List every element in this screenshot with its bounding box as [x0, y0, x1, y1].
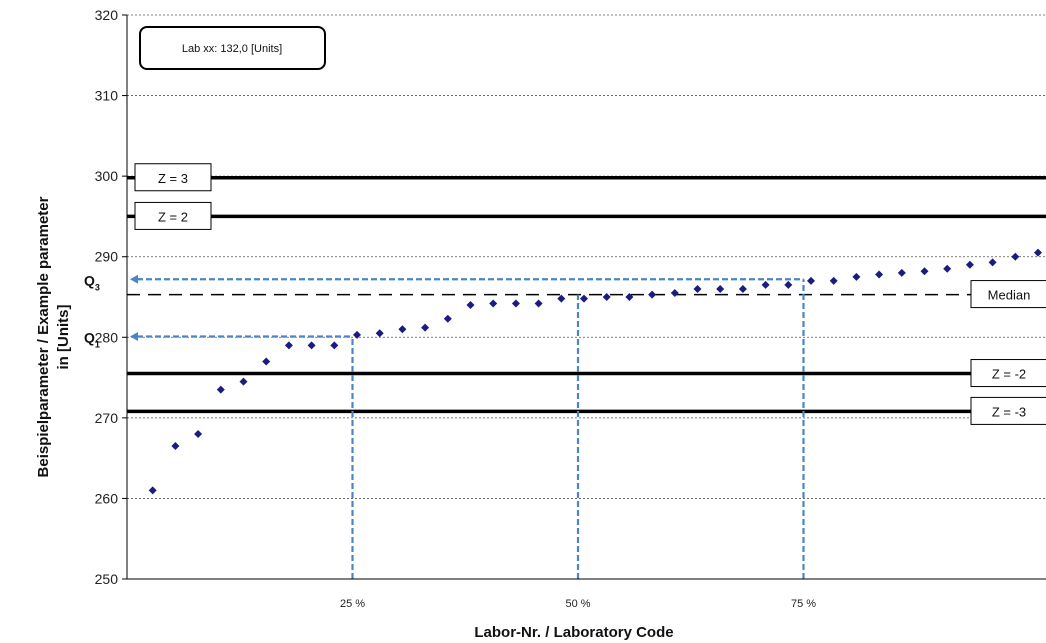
lab-box-text: Lab xx: 132,0 [Units] [182, 43, 282, 55]
x-percent-label: 75 % [791, 598, 816, 610]
data-point [875, 270, 884, 279]
reference-label-box: Median [970, 280, 1046, 309]
data-point [489, 299, 498, 308]
data-point [421, 323, 430, 332]
data-point [716, 284, 725, 293]
data-point [511, 299, 520, 308]
reference-label-text: Z = 2 [158, 209, 188, 224]
y-tick-label: 310 [95, 88, 119, 104]
data-point [148, 486, 157, 495]
data-point [807, 276, 815, 285]
quartile-arrow-icon [130, 331, 138, 341]
reference-label-box: Z = 2 [134, 201, 212, 230]
data-point [1034, 248, 1042, 257]
y-tick-label: 260 [95, 490, 119, 506]
lab-box: Lab xx: 132,0 [Units] [139, 26, 326, 70]
data-point [648, 290, 657, 299]
data-point [738, 284, 747, 293]
data-point [171, 442, 180, 451]
data-point [988, 258, 997, 267]
data-point [625, 293, 634, 301]
data-point [580, 294, 588, 303]
x-percent-label: 25 % [340, 598, 365, 610]
data-point [284, 341, 293, 350]
reference-label-text: Z = -3 [992, 404, 1026, 419]
reference-label-frame [134, 201, 212, 230]
x-percent-label: 50 % [565, 598, 590, 610]
reference-label-text: Median [988, 288, 1031, 303]
y-tick-label: 280 [95, 329, 119, 345]
data-point [920, 267, 929, 276]
reference-label-frame [970, 359, 1046, 388]
data-point [829, 276, 838, 285]
reference-label-text: Z = -2 [992, 367, 1026, 382]
y-tick-label: 250 [95, 571, 119, 587]
reference-label-frame [970, 396, 1046, 425]
y-tick-label: 290 [95, 249, 119, 265]
data-point [761, 280, 770, 289]
data-point [965, 260, 974, 269]
data-point [943, 264, 952, 273]
data-point [239, 377, 248, 386]
data-point [262, 357, 271, 366]
reference-label-frame [970, 280, 1046, 309]
axes: 25 % 50 % 75 % [126, 15, 1046, 610]
reference-label-box: Z = -2 [970, 359, 1046, 388]
data-point [330, 341, 339, 350]
y-axis-label-line1: Beispielparameter / Example parameter [35, 196, 52, 477]
data-point [443, 314, 452, 323]
y-tick-label: 270 [95, 410, 119, 426]
data-point [693, 284, 702, 293]
data-point [353, 330, 361, 339]
quartile-label: Q3 [84, 272, 100, 292]
data-point [557, 294, 566, 303]
data-point [1011, 252, 1020, 261]
y-tick-label: 320 [95, 7, 119, 23]
reference-labels: Z = 3 Z = 2 Median Z = -2 Z = -3 [134, 163, 1046, 425]
x-axis-label: Labor-Nr. / Laboratory Code [474, 624, 673, 641]
data-point [784, 280, 793, 289]
y-axis-ticks: 250 260 270 280 290 300 310 320 [95, 7, 127, 587]
data-point [534, 299, 543, 308]
data-point [602, 293, 611, 301]
data-point [307, 341, 316, 350]
reference-label-box: Z = 3 [134, 163, 212, 192]
reference-label-frame [134, 163, 212, 192]
data-points [148, 248, 1042, 495]
data-point [398, 325, 407, 334]
reference-label-text: Z = 3 [158, 171, 188, 186]
reference-lines [127, 176, 1046, 414]
data-point [466, 301, 475, 310]
grid-lines [127, 14, 1046, 580]
quartile-arrow-icon [130, 274, 138, 284]
y-axis-label-line2: in [Units] [55, 305, 72, 370]
data-point [897, 268, 906, 277]
data-point [216, 385, 225, 394]
y-tick-label: 300 [95, 168, 119, 184]
data-point [375, 329, 384, 338]
reference-label-box: Z = -3 [970, 396, 1046, 425]
data-point [194, 429, 203, 438]
data-point [852, 272, 861, 281]
data-point [670, 288, 679, 297]
